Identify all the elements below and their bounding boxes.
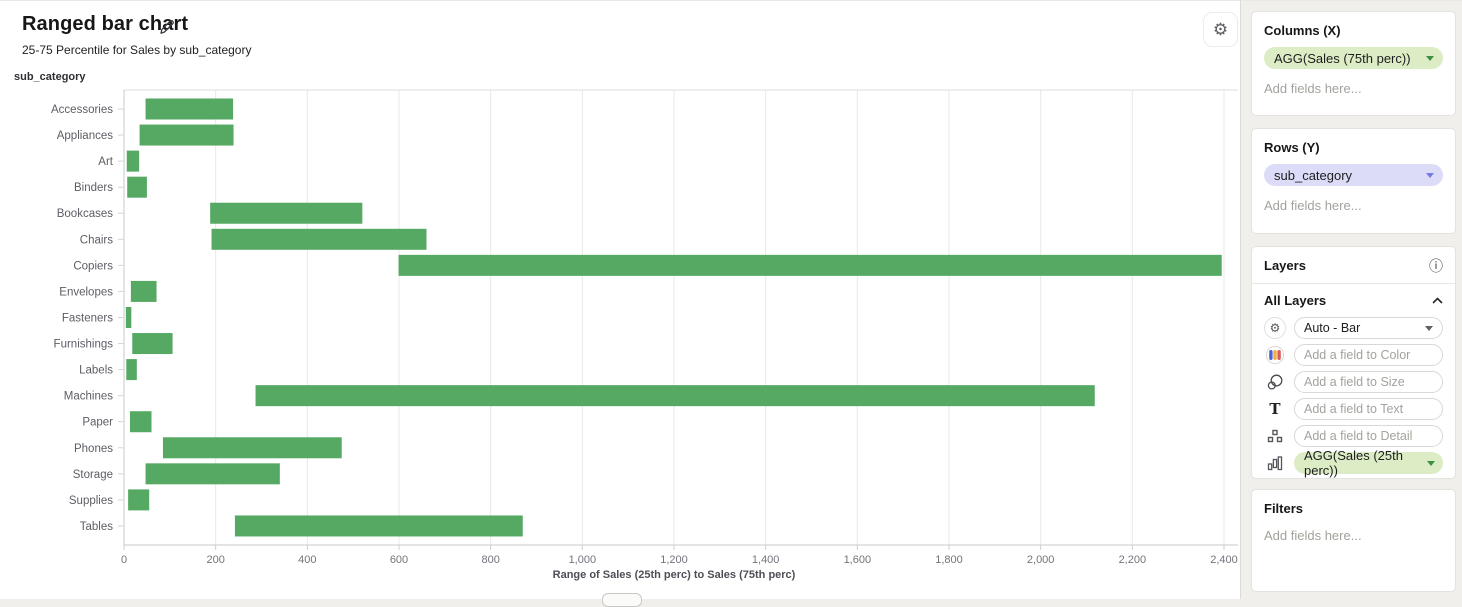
range-bar-binders[interactable] <box>127 176 147 198</box>
rows-header: Rows (Y) <box>1264 140 1320 155</box>
all-layers-label: All Layers <box>1264 293 1327 308</box>
range-bar-chairs[interactable] <box>211 228 427 250</box>
filters-add-fields[interactable]: Add fields here... <box>1264 528 1362 543</box>
rows-card: Rows (Y) sub_category Add fields here... <box>1251 128 1456 234</box>
gear-icon: ⚙ <box>1269 321 1281 335</box>
category-label: Art <box>98 156 114 168</box>
page-title: Ranged bar chart <box>22 13 189 35</box>
chevron-down-icon <box>1426 55 1434 61</box>
range-bar-copiers[interactable] <box>398 254 1222 276</box>
page-subtitle: 25-75 Percentile for Sales by sub_catego… <box>22 43 252 57</box>
range-bar-tables[interactable] <box>234 515 523 537</box>
x-tick-label: 1,600 <box>844 554 872 566</box>
ranged-bar-chart: 0 200 400 600 800 1,000 1,200 1,400 1,600 1,800 2,… <box>51 89 1238 581</box>
category-label: Envelopes <box>59 286 113 298</box>
pencil-icon <box>160 20 174 34</box>
range-bar-bookcases[interactable] <box>210 202 363 224</box>
category-label: Accessories <box>51 104 113 116</box>
x-tick-label: 1,200 <box>660 554 688 566</box>
chart-settings-button[interactable]: ⚙ <box>1203 12 1238 47</box>
range-bar-accessories[interactable] <box>145 98 234 120</box>
chart-card: Ranged bar chart 25-75 Percentile for Sa… <box>0 0 1241 607</box>
range-bar-envelopes[interactable] <box>130 280 157 302</box>
rows-field-pill[interactable]: sub_category <box>1264 164 1443 186</box>
category-label: Chairs <box>80 234 113 246</box>
x-tick-label: 0 <box>121 554 127 566</box>
info-icon[interactable]: ⓘ <box>1429 257 1443 274</box>
x-tick-label: 400 <box>298 554 316 566</box>
x-axis-title: Range of Sales (25th perc) to Sales (75t… <box>553 569 796 581</box>
color-field-input[interactable]: Add a field to Color <box>1294 344 1443 366</box>
config-sidebar: Columns (X) AGG(Sales (75th perc)) Add f… <box>1241 0 1462 599</box>
range-bar-machines[interactable] <box>255 385 1095 407</box>
collapse-layers-button[interactable] <box>1432 297 1443 304</box>
range-bar-paper[interactable] <box>129 411 152 433</box>
measure-field-label: AGG(Sales (25th perc)) <box>1304 448 1403 478</box>
chevron-down-icon <box>1427 460 1435 466</box>
category-label: Bookcases <box>57 208 114 220</box>
category-label: Appliances <box>57 130 114 142</box>
columns-card: Columns (X) AGG(Sales (75th perc)) Add f… <box>1251 11 1456 116</box>
filters-card: Filters Add fields here... <box>1251 489 1456 592</box>
columns-field-label: AGG(Sales (75th perc)) <box>1274 50 1411 66</box>
x-tick-label: 2,400 <box>1210 554 1238 566</box>
measure-bars-icon <box>1264 452 1286 474</box>
category-label: Labels <box>79 365 113 377</box>
range-bar-appliances[interactable] <box>139 124 234 146</box>
layers-card: Layers ⓘ All Layers ⚙ Auto - Bar <box>1251 246 1456 479</box>
columns-header: Columns (X) <box>1264 23 1341 38</box>
color-icon <box>1264 344 1286 366</box>
x-tick-label: 2,000 <box>1027 554 1055 566</box>
size-icon <box>1264 371 1286 393</box>
range-bar-phones[interactable] <box>162 437 342 459</box>
columns-add-fields[interactable]: Add fields here... <box>1264 81 1362 96</box>
range-bar-labels[interactable] <box>126 359 137 381</box>
category-label: Storage <box>73 469 113 481</box>
detail-field-input[interactable]: Add a field to Detail <box>1294 425 1443 447</box>
category-label: Supplies <box>69 495 113 507</box>
chevron-down-icon <box>1426 172 1434 178</box>
category-label: Binders <box>74 182 113 194</box>
x-tick-label: 1,000 <box>569 554 597 566</box>
category-label: Furnishings <box>54 339 114 351</box>
category-label: Copiers <box>73 260 113 272</box>
layer-settings-button[interactable]: ⚙ <box>1264 317 1286 339</box>
detail-icon <box>1264 425 1286 447</box>
chevron-down-icon <box>1425 325 1433 331</box>
gear-icon: ⚙ <box>1212 19 1229 39</box>
filters-header: Filters <box>1264 501 1304 516</box>
mark-type-select[interactable]: Auto - Bar <box>1294 317 1443 339</box>
size-field-input[interactable]: Add a field to Size <box>1294 371 1443 393</box>
text-field-input[interactable]: Add a field to Text <box>1294 398 1443 420</box>
category-label: Fasteners <box>62 312 113 324</box>
category-label: Tables <box>80 521 113 533</box>
mark-type-value: Auto - Bar <box>1304 321 1361 335</box>
resize-handle[interactable] <box>602 593 642 607</box>
chevron-up-icon <box>1432 297 1443 304</box>
x-tick-label: 1,800 <box>935 554 963 566</box>
rows-field-label: sub_category <box>1274 167 1353 183</box>
edit-title-button[interactable] <box>157 17 177 37</box>
layers-header: Layers <box>1264 258 1306 273</box>
range-bar-fasteners[interactable] <box>125 306 132 328</box>
category-label: Paper <box>82 417 113 429</box>
range-bar-storage[interactable] <box>145 463 280 485</box>
category-label: Phones <box>74 443 113 455</box>
divider <box>1252 283 1455 284</box>
category-label: Machines <box>64 391 113 403</box>
x-tick-label: 600 <box>390 554 408 566</box>
measure-field-pill[interactable]: AGG(Sales (25th perc)) <box>1294 448 1443 478</box>
x-tick-label: 1,400 <box>752 554 780 566</box>
columns-field-pill[interactable]: AGG(Sales (75th perc)) <box>1264 47 1443 69</box>
y-axis-field-label: sub_category <box>14 71 86 83</box>
range-bar-art[interactable] <box>126 150 140 172</box>
text-icon: T <box>1269 400 1281 418</box>
range-bar-supplies[interactable] <box>128 489 150 511</box>
range-bar-furnishings[interactable] <box>132 333 173 355</box>
x-tick-label: 800 <box>481 554 499 566</box>
x-tick-label: 200 <box>206 554 224 566</box>
x-tick-label: 2,200 <box>1119 554 1147 566</box>
rows-add-fields[interactable]: Add fields here... <box>1264 198 1362 213</box>
